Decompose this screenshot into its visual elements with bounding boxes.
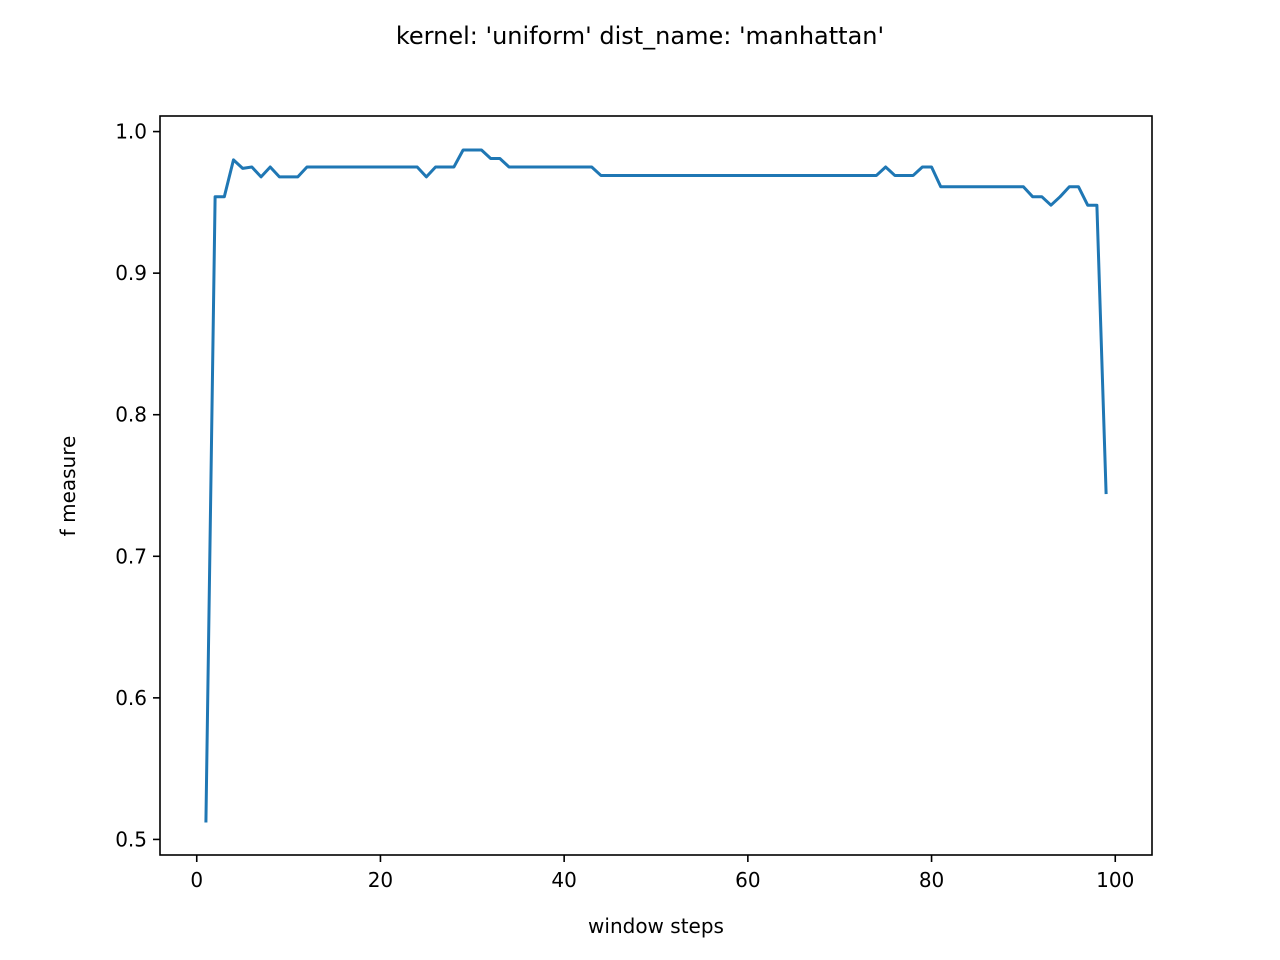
y-tick-label: 0.7 (115, 544, 147, 568)
y-tick-label: 0.9 (115, 261, 147, 285)
y-tick-label: 1.0 (115, 120, 147, 144)
x-tick-label: 20 (368, 868, 393, 892)
y-tick-label: 0.6 (115, 686, 147, 710)
plot-frame (159, 115, 1153, 856)
series-line (204, 148, 1108, 823)
y-axis: 0.5 0.6 0.7 0.8 0.9 1.0 (115, 120, 160, 851)
x-tick-label: 40 (551, 868, 576, 892)
y-tick-label: 0.5 (115, 827, 147, 851)
y-axis-label: f measure (56, 436, 80, 537)
chart-title: kernel: 'uniform' dist_name: 'manhattan' (396, 22, 884, 50)
x-tick-label: 100 (1096, 868, 1134, 892)
x-tick-label: 60 (735, 868, 760, 892)
x-tick-label: 0 (190, 868, 203, 892)
x-tick-label: 80 (919, 868, 944, 892)
y-tick-label: 0.8 (115, 403, 147, 427)
x-axis-label: window steps (588, 914, 724, 938)
x-axis: 0 20 40 60 80 100 (190, 855, 1134, 892)
